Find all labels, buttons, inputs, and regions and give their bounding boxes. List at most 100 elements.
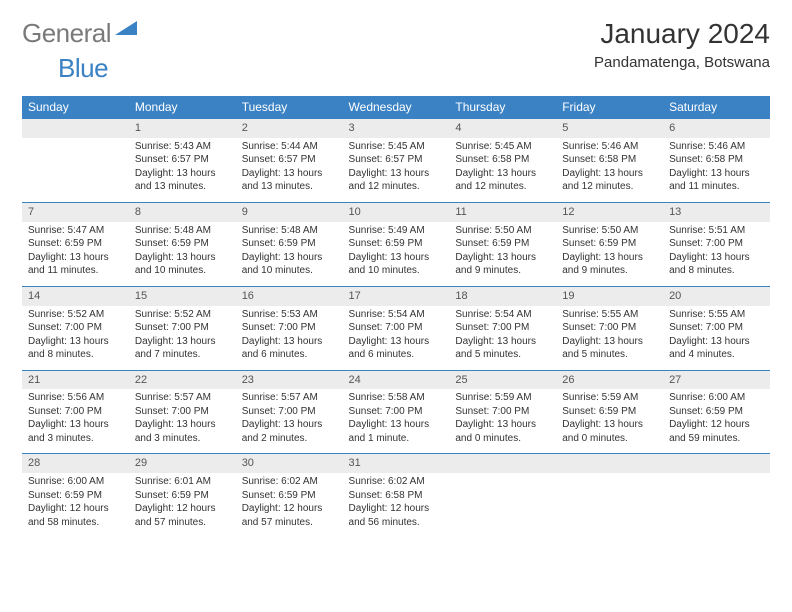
sunrise-text: Sunrise: 6:00 AM — [669, 391, 764, 405]
sunset-text: Sunset: 6:59 PM — [455, 237, 550, 251]
sunrise-text: Sunrise: 5:57 AM — [135, 391, 230, 405]
day-number: 8 — [129, 202, 236, 221]
calendar-table: Sunday Monday Tuesday Wednesday Thursday… — [22, 96, 770, 537]
sunset-text: Sunset: 6:59 PM — [135, 237, 230, 251]
sunset-text: Sunset: 7:00 PM — [349, 405, 444, 419]
day-cell — [663, 473, 770, 537]
sunrise-text: Sunrise: 5:50 AM — [455, 224, 550, 238]
daylight-text: Daylight: 13 hours — [135, 335, 230, 349]
day-header: Sunday — [22, 96, 129, 119]
day-number: 14 — [22, 286, 129, 305]
day-header: Thursday — [449, 96, 556, 119]
daylight-text: Daylight: 13 hours — [28, 251, 123, 265]
daylight-text: Daylight: 13 hours — [669, 167, 764, 181]
daylight-text: Daylight: 13 hours — [135, 418, 230, 432]
daylight-text: Daylight: 13 hours — [562, 167, 657, 181]
daylight-text: and 1 minute. — [349, 432, 444, 446]
daylight-text: and 5 minutes. — [562, 348, 657, 362]
day-cell: Sunrise: 5:47 AMSunset: 6:59 PMDaylight:… — [22, 222, 129, 287]
daylight-text: Daylight: 13 hours — [455, 167, 550, 181]
sunrise-text: Sunrise: 5:45 AM — [455, 140, 550, 154]
sunrise-text: Sunrise: 6:00 AM — [28, 475, 123, 489]
day-cell — [556, 473, 663, 537]
day-cell — [449, 473, 556, 537]
daylight-text: Daylight: 13 hours — [562, 335, 657, 349]
daylight-text: and 56 minutes. — [349, 516, 444, 530]
daylight-text: and 11 minutes. — [669, 180, 764, 194]
day-number: 11 — [449, 202, 556, 221]
day-cell — [22, 138, 129, 203]
day-number: 1 — [129, 119, 236, 138]
daylight-text: Daylight: 12 hours — [242, 502, 337, 516]
header: General January 2024 Pandamatenga, Botsw… — [22, 18, 770, 71]
day-header: Saturday — [663, 96, 770, 119]
sunrise-text: Sunrise: 5:59 AM — [455, 391, 550, 405]
sunrise-text: Sunrise: 5:54 AM — [349, 308, 444, 322]
day-cell: Sunrise: 6:01 AMSunset: 6:59 PMDaylight:… — [129, 473, 236, 537]
sunset-text: Sunset: 7:00 PM — [242, 321, 337, 335]
sunset-text: Sunset: 7:00 PM — [28, 321, 123, 335]
daylight-text: and 2 minutes. — [242, 432, 337, 446]
logo: General — [22, 18, 117, 49]
day-number: 4 — [449, 119, 556, 138]
day-cell: Sunrise: 5:50 AMSunset: 6:59 PMDaylight:… — [556, 222, 663, 287]
day-cell: Sunrise: 5:54 AMSunset: 7:00 PMDaylight:… — [343, 306, 450, 371]
location: Pandamatenga, Botswana — [594, 54, 770, 71]
daylight-text: Daylight: 13 hours — [349, 167, 444, 181]
daylight-text: and 13 minutes. — [135, 180, 230, 194]
daylight-text: Daylight: 12 hours — [669, 418, 764, 432]
daylight-text: Daylight: 13 hours — [669, 251, 764, 265]
day-cell: Sunrise: 6:00 AMSunset: 6:59 PMDaylight:… — [22, 473, 129, 537]
sunset-text: Sunset: 6:59 PM — [28, 489, 123, 503]
day-cell: Sunrise: 5:52 AMSunset: 7:00 PMDaylight:… — [129, 306, 236, 371]
day-cell: Sunrise: 5:45 AMSunset: 6:58 PMDaylight:… — [449, 138, 556, 203]
daylight-text: Daylight: 13 hours — [135, 251, 230, 265]
day-number — [663, 454, 770, 473]
daylight-text: and 9 minutes. — [455, 264, 550, 278]
daylight-text: and 12 minutes. — [455, 180, 550, 194]
sunset-text: Sunset: 6:58 PM — [349, 489, 444, 503]
day-number: 15 — [129, 286, 236, 305]
day-number-row: 28293031 — [22, 454, 770, 473]
sunset-text: Sunset: 6:59 PM — [242, 237, 337, 251]
day-number — [556, 454, 663, 473]
daylight-text: Daylight: 13 hours — [242, 251, 337, 265]
day-cell: Sunrise: 5:53 AMSunset: 7:00 PMDaylight:… — [236, 306, 343, 371]
day-cell: Sunrise: 6:02 AMSunset: 6:58 PMDaylight:… — [343, 473, 450, 537]
day-header: Wednesday — [343, 96, 450, 119]
logo-triangle-icon — [115, 19, 137, 40]
daylight-text: Daylight: 13 hours — [669, 335, 764, 349]
sunrise-text: Sunrise: 5:56 AM — [28, 391, 123, 405]
daylight-text: and 8 minutes. — [28, 348, 123, 362]
sunset-text: Sunset: 7:00 PM — [562, 321, 657, 335]
day-content-row: Sunrise: 5:43 AMSunset: 6:57 PMDaylight:… — [22, 138, 770, 203]
sunrise-text: Sunrise: 5:52 AM — [28, 308, 123, 322]
daylight-text: and 12 minutes. — [562, 180, 657, 194]
day-number: 27 — [663, 370, 770, 389]
sunrise-text: Sunrise: 5:55 AM — [562, 308, 657, 322]
daylight-text: Daylight: 13 hours — [28, 335, 123, 349]
daylight-text: and 6 minutes. — [242, 348, 337, 362]
day-cell: Sunrise: 5:57 AMSunset: 7:00 PMDaylight:… — [129, 389, 236, 454]
daylight-text: Daylight: 12 hours — [349, 502, 444, 516]
day-cell: Sunrise: 5:55 AMSunset: 7:00 PMDaylight:… — [556, 306, 663, 371]
day-content-row: Sunrise: 5:52 AMSunset: 7:00 PMDaylight:… — [22, 306, 770, 371]
sunrise-text: Sunrise: 5:51 AM — [669, 224, 764, 238]
sunrise-text: Sunrise: 5:52 AM — [135, 308, 230, 322]
daylight-text: and 59 minutes. — [669, 432, 764, 446]
daylight-text: and 3 minutes. — [28, 432, 123, 446]
day-cell: Sunrise: 5:46 AMSunset: 6:58 PMDaylight:… — [556, 138, 663, 203]
day-number-row: 123456 — [22, 119, 770, 138]
day-number: 10 — [343, 202, 450, 221]
sunset-text: Sunset: 7:00 PM — [669, 237, 764, 251]
sunset-text: Sunset: 7:00 PM — [135, 321, 230, 335]
sunrise-text: Sunrise: 5:45 AM — [349, 140, 444, 154]
sunrise-text: Sunrise: 5:48 AM — [242, 224, 337, 238]
day-number: 13 — [663, 202, 770, 221]
day-number-row: 78910111213 — [22, 202, 770, 221]
sunset-text: Sunset: 6:57 PM — [135, 153, 230, 167]
daylight-text: and 11 minutes. — [28, 264, 123, 278]
sunset-text: Sunset: 6:58 PM — [669, 153, 764, 167]
day-number: 6 — [663, 119, 770, 138]
daylight-text: Daylight: 13 hours — [455, 251, 550, 265]
